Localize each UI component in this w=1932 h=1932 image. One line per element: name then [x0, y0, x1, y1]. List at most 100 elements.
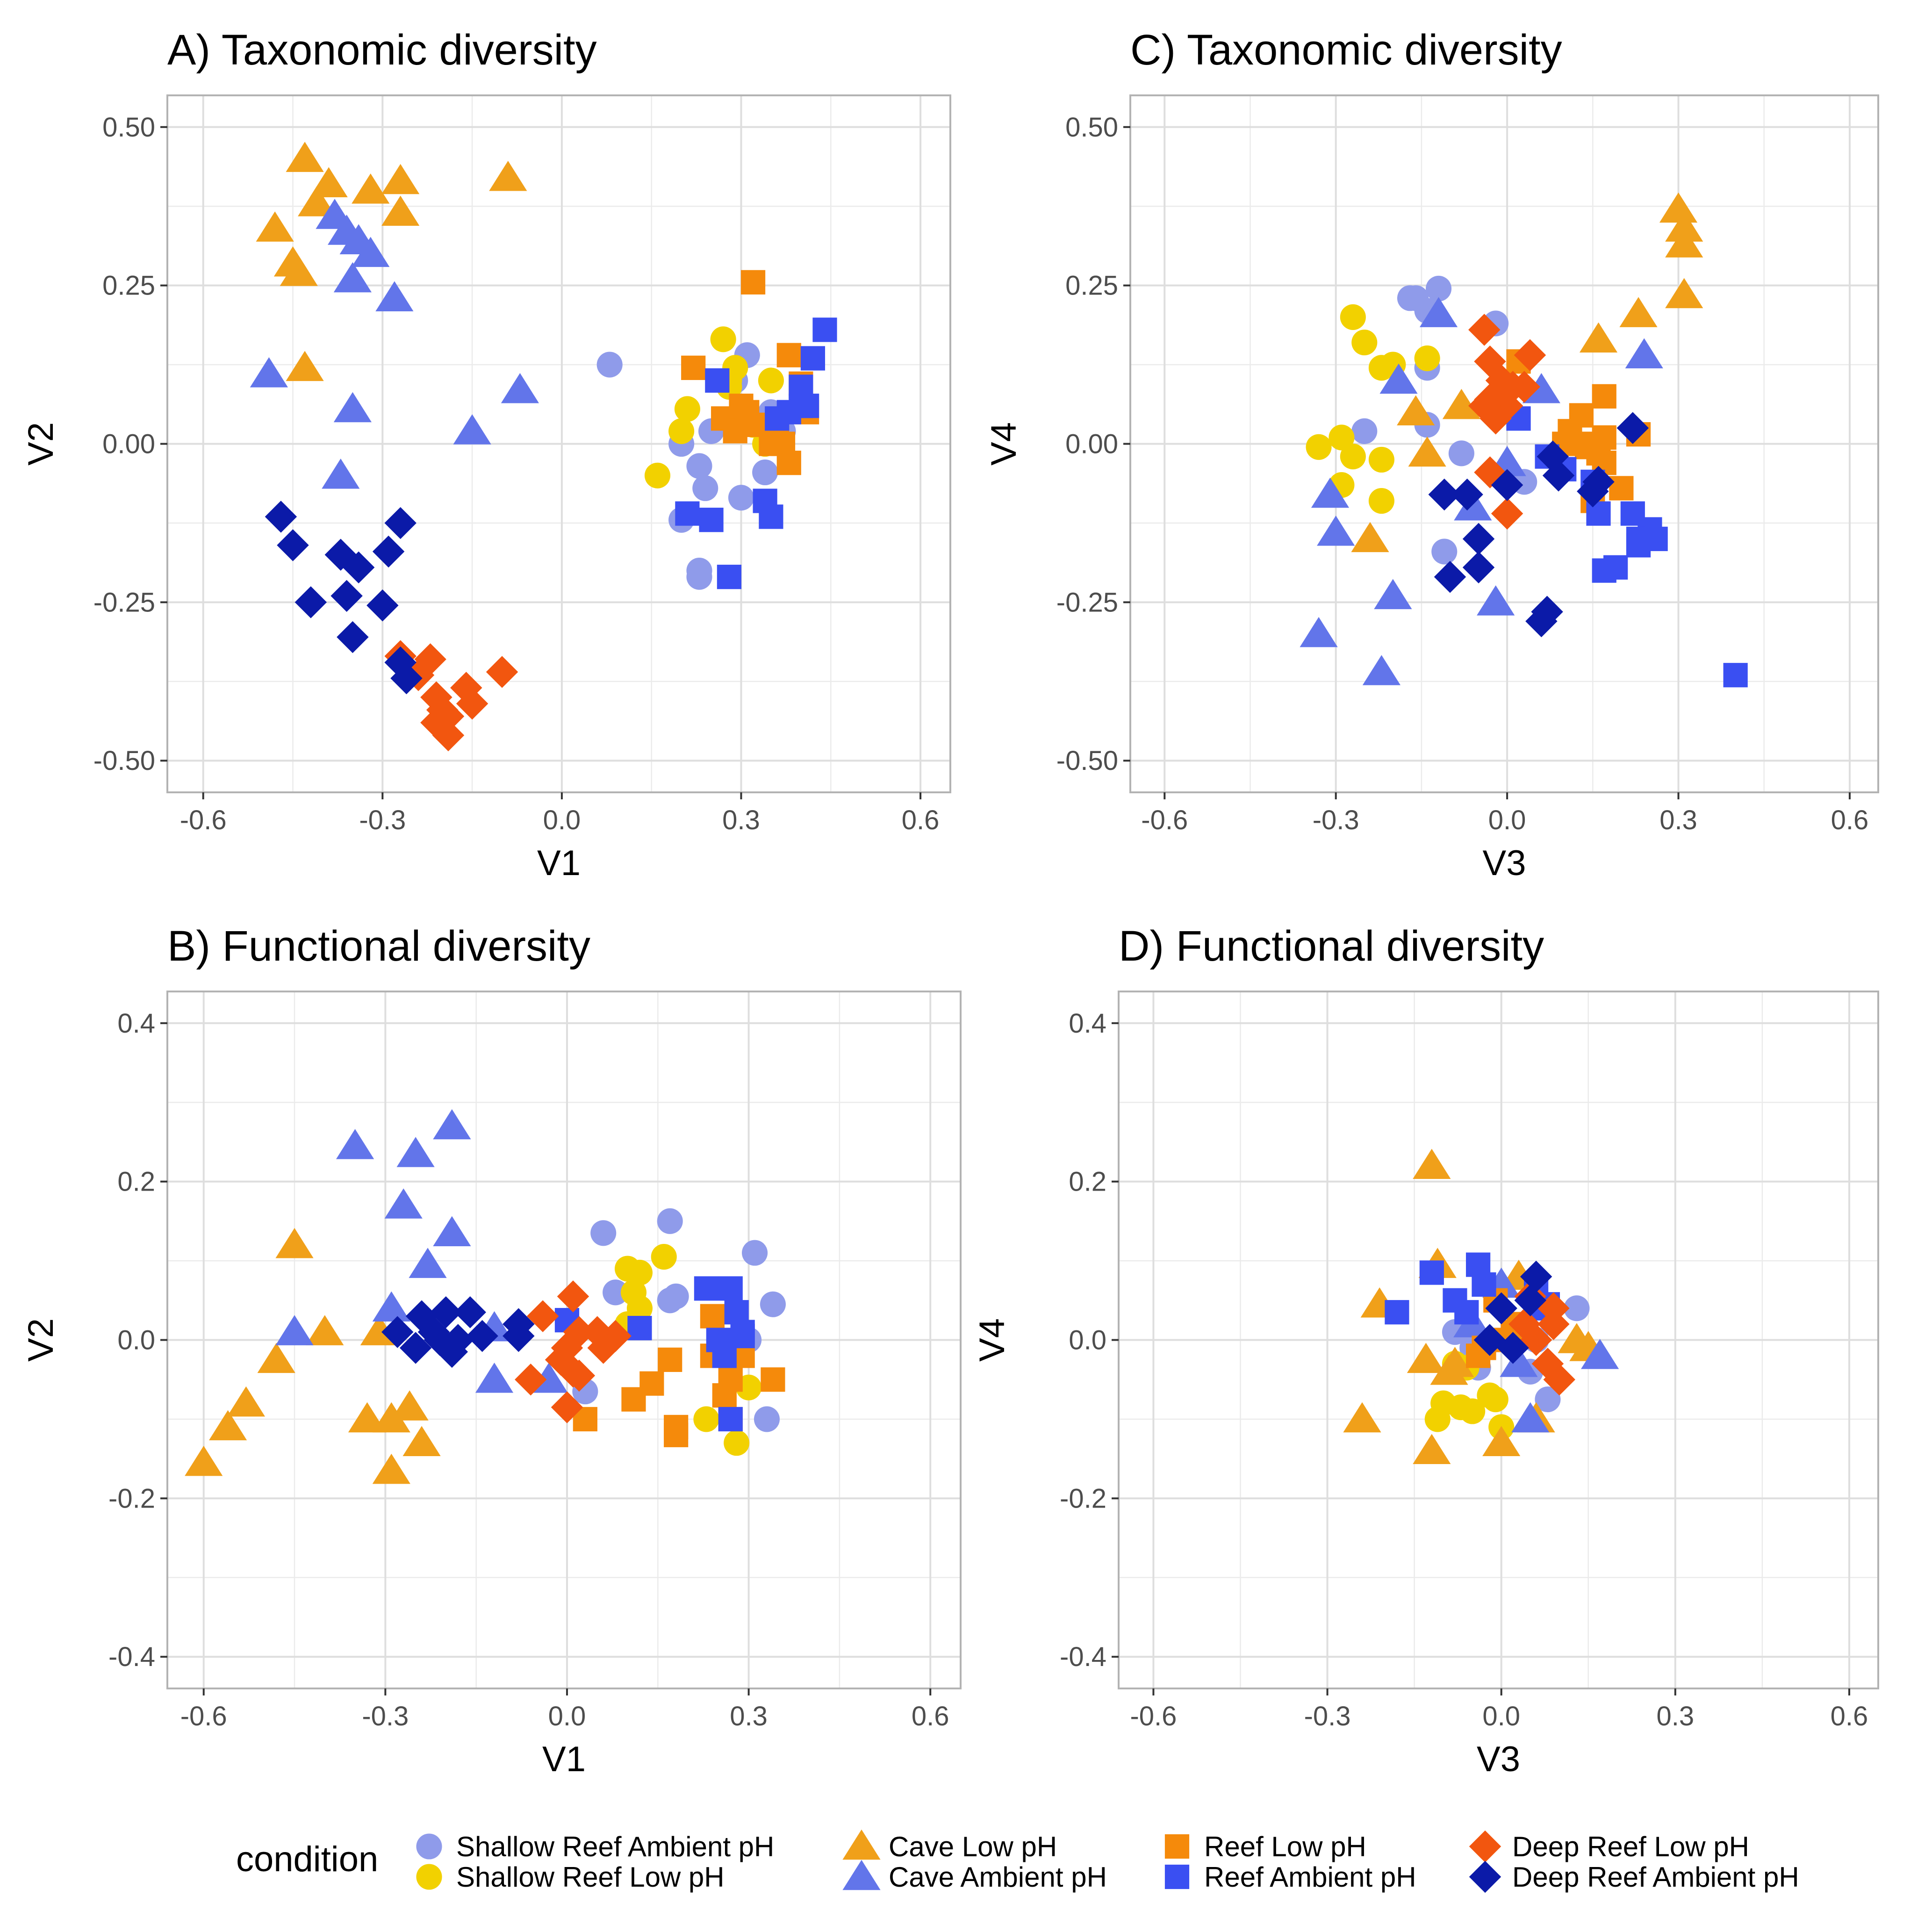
point-reef-ambient-ph — [1385, 1300, 1409, 1325]
point-cave-low-ph — [1619, 297, 1658, 327]
point-deep-reef-ambient-ph — [399, 1332, 432, 1364]
y-tick-label: 0.00 — [102, 429, 155, 460]
point-shallow-reef-ambient-ph — [742, 1240, 768, 1266]
point-deep-reef-low-ph — [420, 681, 452, 713]
y-tick-label: -0.50 — [1056, 746, 1118, 776]
point-deep-reef-low-ph — [1537, 1292, 1570, 1324]
point-cave-low-ph — [306, 1315, 344, 1345]
x-tick-label: 0.0 — [1482, 1701, 1520, 1731]
point-deep-reef-low-ph — [557, 1356, 589, 1388]
point-deep-reef-low-ph — [515, 1363, 547, 1396]
point-reef-ambient-ph — [627, 1315, 652, 1341]
point-cave-low-ph — [1482, 1426, 1521, 1457]
point-cave-low-ph — [1408, 436, 1446, 467]
point-shallow-reef-ambient-ph — [728, 485, 754, 511]
point-cave-low-ph — [489, 160, 527, 191]
point-cave-ambient-ph — [433, 1109, 471, 1140]
point-cave-ambient-ph — [501, 373, 539, 403]
y-tick-label: 0.50 — [102, 112, 155, 143]
legend-item-shallow-reef-low-ph: Shallow Reef Low pH — [416, 1861, 725, 1893]
panel-3: -0.6 -0.3 0.0 0.3 0.6 0.4 0.2 0.0 -0.2 -0.4 B) Fun… — [21, 922, 962, 1779]
legend-label: Shallow Reef Low pH — [456, 1861, 725, 1893]
point-shallow-reef-low-ph — [1414, 345, 1440, 372]
legend-key-deep-reef-ambient-ph — [1469, 1860, 1501, 1893]
point-deep-reef-ambient-ph — [372, 535, 405, 568]
point-deep-reef-ambient-ph — [1520, 1260, 1552, 1293]
legend-label: Deep Reef Ambient pH — [1512, 1861, 1799, 1893]
y-tick-label: 0.4 — [1069, 1008, 1106, 1039]
legend-label: Deep Reef Low pH — [1512, 1831, 1749, 1862]
point-cave-low-ph — [309, 167, 348, 198]
point-cave-low-ph — [1665, 227, 1703, 258]
major-grid — [1119, 991, 1878, 1688]
point-deep-reef-ambient-ph — [1451, 478, 1483, 511]
point-cave-low-ph — [1413, 1149, 1451, 1179]
point-shallow-reef-low-ph — [1340, 444, 1366, 470]
point-reef-low-ph — [1609, 476, 1634, 501]
legend-key-reef-low-ph — [1164, 1834, 1190, 1859]
x-tick-label: -0.6 — [180, 1701, 227, 1731]
point-shallow-reef-ambient-ph — [1448, 440, 1474, 467]
point-reef-low-ph — [1592, 384, 1616, 409]
point-shallow-reef-low-ph — [644, 462, 671, 488]
point-shallow-reef-ambient-ph — [1564, 1295, 1590, 1322]
x-tick-label: -0.3 — [1304, 1701, 1351, 1731]
point-reef-low-ph — [658, 1347, 682, 1372]
point-cave-ambient-ph — [1300, 617, 1338, 647]
data-points — [250, 142, 837, 752]
legend-item-deep-reef-ambient-ph: Deep Reef Ambient pH — [1469, 1860, 1799, 1893]
point-deep-reef-ambient-ph — [1542, 460, 1575, 492]
x-tick-label: 0.6 — [1831, 1701, 1868, 1731]
point-reef-ambient-ph — [812, 317, 837, 342]
point-reef-low-ph — [681, 355, 706, 380]
point-deep-reef-low-ph — [1508, 1308, 1541, 1340]
point-cave-ambient-ph — [1419, 297, 1458, 327]
legend-key-deep-reef-low-ph — [1469, 1830, 1501, 1863]
point-shallow-reef-ambient-ph — [752, 459, 778, 486]
point-reef-low-ph — [664, 1422, 689, 1447]
point-deep-reef-ambient-ph — [1434, 560, 1466, 593]
major-grid — [167, 95, 950, 792]
y-tick-label: -0.25 — [1056, 587, 1118, 618]
point-reef-ambient-ph — [705, 368, 730, 393]
point-cave-low-ph — [275, 1228, 314, 1258]
legend: condition Shallow Reef Ambient pHShallow… — [236, 1829, 1799, 1893]
point-cave-low-ph — [372, 1453, 410, 1484]
y-axis-label: V4 — [984, 422, 1024, 466]
point-deep-reef-low-ph — [426, 694, 459, 726]
point-cave-low-ph — [280, 256, 318, 286]
point-deep-reef-low-ph — [456, 688, 488, 720]
y-tick-label: -0.2 — [108, 1483, 155, 1514]
point-deep-reef-ambient-ph — [337, 621, 369, 654]
point-deep-reef-low-ph — [1508, 371, 1540, 403]
point-reef-ambient-ph — [1643, 526, 1668, 551]
point-deep-reef-low-ph — [1474, 456, 1506, 488]
point-shallow-reef-ambient-ph — [692, 475, 718, 501]
legend-label: Cave Ambient pH — [889, 1861, 1107, 1893]
x-tick-label: -0.3 — [1313, 805, 1359, 835]
point-shallow-reef-ambient-ph — [596, 352, 623, 378]
point-deep-reef-ambient-ph — [1616, 412, 1649, 444]
point-deep-reef-ambient-ph — [294, 586, 327, 618]
point-deep-reef-ambient-ph — [390, 662, 423, 695]
point-deep-reef-low-ph — [414, 643, 446, 675]
data-points — [1343, 1149, 1619, 1464]
point-cave-ambient-ph — [336, 1129, 374, 1159]
point-reef-ambient-ph — [765, 406, 790, 431]
point-cave-ambient-ph — [1379, 363, 1418, 394]
point-shallow-reef-ambient-ph — [686, 564, 712, 590]
point-deep-reef-ambient-ph — [1577, 475, 1609, 508]
point-cave-ambient-ph — [1625, 338, 1663, 369]
panel-title: D) Functional diversity — [1119, 922, 1544, 970]
point-cave-low-ph — [286, 351, 324, 381]
point-deep-reef-ambient-ph — [381, 1316, 414, 1348]
point-reef-ambient-ph — [718, 1407, 743, 1432]
point-deep-reef-low-ph — [1480, 402, 1512, 435]
point-cave-low-ph — [298, 186, 336, 216]
point-deep-reef-ambient-ph — [466, 1320, 498, 1352]
x-tick-label: 0.6 — [1831, 805, 1869, 835]
legend-label: Shallow Reef Ambient pH — [456, 1831, 774, 1862]
point-shallow-reef-low-ph — [1306, 434, 1332, 460]
